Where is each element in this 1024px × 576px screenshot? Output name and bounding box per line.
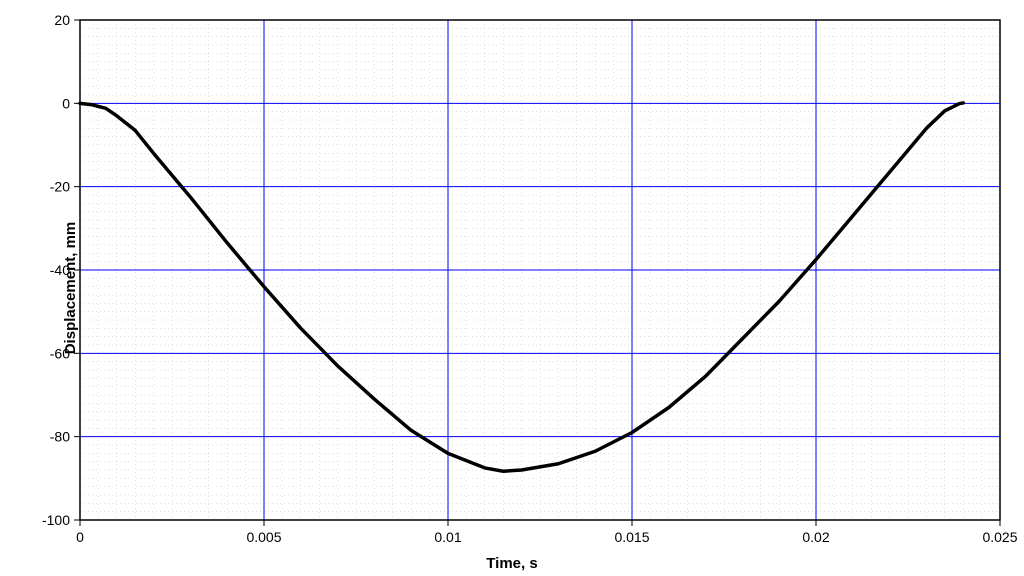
svg-text:0: 0: [76, 529, 84, 545]
svg-text:-20: -20: [50, 179, 70, 195]
svg-text:0: 0: [62, 95, 70, 111]
svg-text:0.025: 0.025: [982, 529, 1017, 545]
y-axis-label: Displacement, mm: [62, 222, 79, 355]
displacement-chart: Displacement, mm Time, s 00.0050.010.015…: [0, 0, 1024, 576]
chart-svg: 00.0050.010.0150.020.025-100-80-60-40-20…: [0, 0, 1024, 576]
svg-text:0.015: 0.015: [614, 529, 649, 545]
svg-text:-100: -100: [42, 512, 70, 528]
svg-text:-80: -80: [50, 429, 70, 445]
x-axis-label: Time, s: [486, 555, 537, 572]
svg-text:0.01: 0.01: [434, 529, 461, 545]
svg-text:20: 20: [54, 12, 70, 28]
svg-text:0.005: 0.005: [246, 529, 281, 545]
svg-text:0.02: 0.02: [802, 529, 829, 545]
